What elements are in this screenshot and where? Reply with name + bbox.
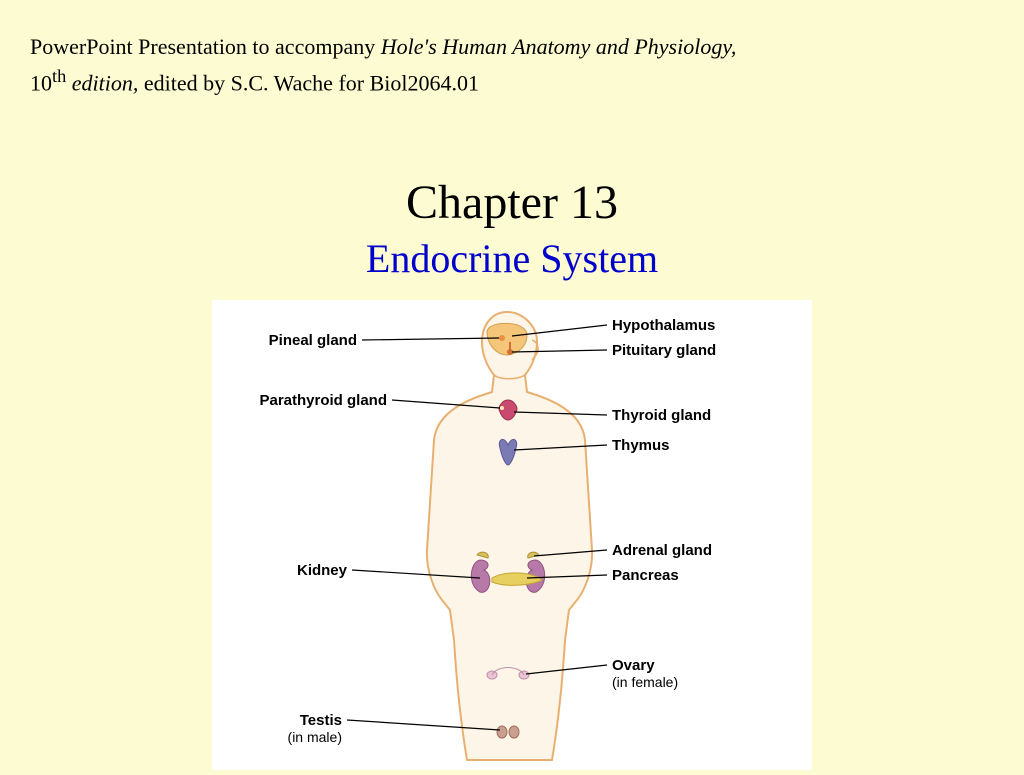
label-ovary-sub: (in female) <box>612 674 678 690</box>
leader-pineal <box>362 338 499 340</box>
subtitle: Endocrine System <box>0 235 1024 282</box>
label-pituitary: Pituitary gland <box>612 342 716 359</box>
label-pineal: Pineal gland <box>269 332 357 349</box>
header-pre: PowerPoint Presentation to accompany <box>30 34 381 59</box>
testis-right-icon <box>509 726 519 738</box>
header-italic2: edition, <box>66 70 138 95</box>
pineal-icon <box>499 335 505 341</box>
header-post: edited by S.C. Wache for Biol2064.01 <box>138 70 479 95</box>
label-parathyroid: Parathyroid gland <box>259 392 387 409</box>
header-line2-pre: 10 <box>30 70 52 95</box>
header-text: PowerPoint Presentation to accompany Hol… <box>30 30 994 99</box>
testis-left-icon <box>497 726 507 738</box>
diagram-svg: Pineal gland Parathyroid gland Kidney Te… <box>212 300 812 770</box>
endocrine-diagram: Pineal gland Parathyroid gland Kidney Te… <box>212 300 812 770</box>
parathyroid-icon <box>500 406 504 410</box>
label-testis: Testis <box>300 712 342 729</box>
label-kidney: Kidney <box>297 562 348 579</box>
label-pancreas: Pancreas <box>612 567 679 584</box>
label-ovary: Ovary <box>612 657 655 674</box>
header-italic1: Hole's Human Anatomy and Physiology, <box>381 34 737 59</box>
label-hypothalamus: Hypothalamus <box>612 317 715 334</box>
label-adrenal: Adrenal gland <box>612 542 712 559</box>
label-thyroid: Thyroid gland <box>612 407 711 424</box>
kidney-left-icon <box>471 560 489 592</box>
chapter-title: Chapter 13 <box>0 175 1024 230</box>
header-sup: th <box>52 66 66 86</box>
label-testis-sub: (in male) <box>288 729 342 745</box>
label-thymus: Thymus <box>612 437 670 454</box>
